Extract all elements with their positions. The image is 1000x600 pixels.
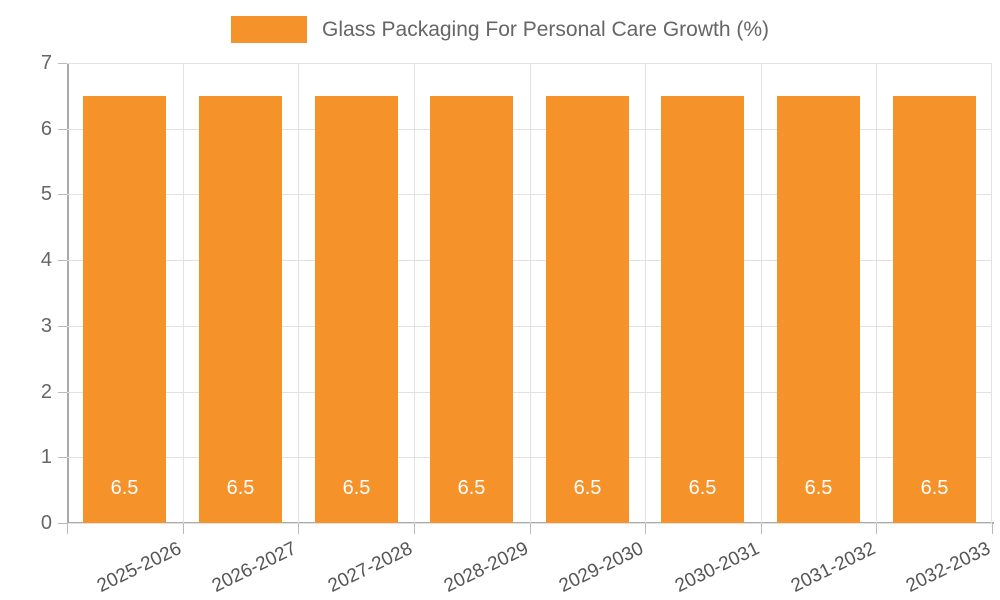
x-tick-mark xyxy=(414,523,415,534)
bar[interactable]: 6.5 xyxy=(83,95,166,523)
x-axis-category-label: 2027-2028 xyxy=(324,538,416,597)
x-axis-category-label: 2025-2026 xyxy=(93,538,185,597)
x-gridline xyxy=(183,63,184,523)
y-gridline xyxy=(67,260,992,262)
bar-value-label: 6.5 xyxy=(573,477,602,499)
bar-value-label: 6.5 xyxy=(110,477,139,499)
x-tick-mark xyxy=(992,523,993,534)
bar[interactable]: 6.5 xyxy=(430,95,513,523)
x-tick-mark xyxy=(183,523,184,534)
legend-item-label: Glass Packaging For Personal Care Growth… xyxy=(322,17,769,41)
y-tick-mark xyxy=(58,325,67,327)
y-gridline xyxy=(67,63,992,64)
x-tick-mark xyxy=(67,523,68,534)
y-tick-mark xyxy=(58,194,67,196)
bar-value-label: 6.5 xyxy=(457,477,486,499)
bar-value-label: 6.5 xyxy=(804,477,833,499)
y-tick-mark xyxy=(58,63,67,64)
x-axis-category-label: 2028-2029 xyxy=(440,538,532,597)
legend-item-glass-packaging[interactable]: Glass Packaging For Personal Care Growth… xyxy=(231,15,769,43)
x-axis-category-label: 2031-2032 xyxy=(787,538,879,597)
bar[interactable]: 6.5 xyxy=(199,95,282,523)
y-gridline xyxy=(67,325,992,327)
chart-legend: Glass Packaging For Personal Care Growth… xyxy=(0,0,1000,58)
y-axis-tick-label: 7 xyxy=(40,52,52,74)
x-axis-category-label: 2030-2031 xyxy=(671,538,763,597)
bar[interactable]: 6.5 xyxy=(546,95,629,523)
x-tick-mark xyxy=(876,523,877,534)
bar-value-label: 6.5 xyxy=(342,477,371,499)
y-tick-mark xyxy=(58,260,67,262)
y-axis-tick-label: 3 xyxy=(40,314,52,337)
x-tick-mark xyxy=(298,523,299,534)
x-gridline xyxy=(645,63,646,523)
y-axis-tick-label: 2 xyxy=(40,380,52,403)
bar-value-label: 6.5 xyxy=(920,477,949,499)
bar[interactable]: 6.5 xyxy=(893,95,976,523)
x-tick-mark xyxy=(645,523,646,534)
y-tick-mark xyxy=(58,391,67,393)
y-axis-line xyxy=(67,63,69,524)
bar[interactable]: 6.5 xyxy=(777,95,860,523)
y-axis-tick-label: 6 xyxy=(40,117,52,140)
y-axis-tick-label: 5 xyxy=(40,183,52,206)
y-tick-mark xyxy=(58,523,67,524)
bar[interactable]: 6.5 xyxy=(661,95,744,523)
x-gridline xyxy=(414,63,415,523)
y-gridline xyxy=(67,523,992,524)
bar-value-label: 6.5 xyxy=(226,477,255,499)
plot-area: 0 1 2 3 4 5 6 7 6.5 6.5 6.5 6.5 6.5 6.5 6.5 6.5 xyxy=(41,53,993,534)
y-axis-tick-label: 0 xyxy=(40,512,52,534)
x-axis-category-label: 2026-2027 xyxy=(209,538,301,597)
y-axis-tick-label: 1 xyxy=(40,446,52,469)
x-tick-mark xyxy=(761,523,762,534)
x-gridline xyxy=(761,63,762,523)
y-gridline xyxy=(67,128,992,130)
bar-value-label: 6.5 xyxy=(688,477,717,499)
x-tick-mark xyxy=(530,523,531,534)
x-gridline xyxy=(876,63,877,523)
y-tick-mark xyxy=(58,457,67,459)
legend-color-swatch-icon xyxy=(231,15,307,43)
x-axis-category-label: 2032-2033 xyxy=(903,538,994,597)
y-tick-mark xyxy=(58,128,67,130)
y-gridline xyxy=(67,194,992,196)
y-axis-tick-label: 4 xyxy=(40,249,52,272)
x-gridline xyxy=(298,63,299,523)
y-gridline xyxy=(67,457,992,459)
x-gridline xyxy=(530,63,531,523)
bar[interactable]: 6.5 xyxy=(315,95,398,523)
plot-right-border xyxy=(991,63,992,523)
x-axis-category-label: 2029-2030 xyxy=(556,538,648,597)
y-gridline xyxy=(67,391,992,393)
